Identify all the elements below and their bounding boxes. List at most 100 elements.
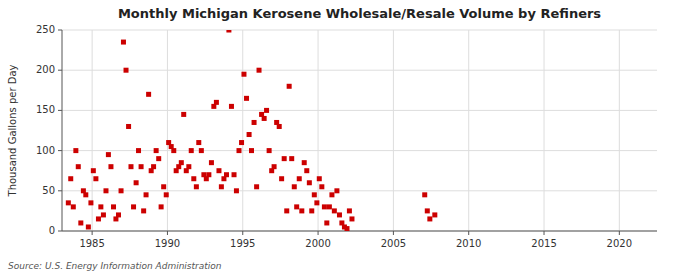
point xyxy=(239,140,244,145)
point xyxy=(264,108,269,113)
point xyxy=(209,160,214,165)
y-tick-label: 0 xyxy=(49,225,55,236)
point xyxy=(181,112,186,117)
point xyxy=(126,124,131,129)
point xyxy=(289,156,294,161)
y-tick xyxy=(58,190,62,191)
point xyxy=(134,180,139,185)
point xyxy=(302,160,307,165)
point xyxy=(324,220,329,225)
point xyxy=(307,180,312,185)
point xyxy=(432,212,437,217)
point xyxy=(214,100,219,105)
x-grid-line xyxy=(619,30,620,231)
point xyxy=(96,216,101,221)
x-tick-label: 1985 xyxy=(79,238,104,249)
y-axis-label: Thousand Gallons per Day xyxy=(7,64,18,197)
x-tick xyxy=(544,231,545,235)
point xyxy=(101,212,106,217)
x-grid-line xyxy=(544,30,545,231)
point xyxy=(189,148,194,153)
point xyxy=(277,124,282,129)
x-tick-label: 2005 xyxy=(381,238,406,249)
point xyxy=(136,148,141,153)
point xyxy=(196,140,201,145)
point xyxy=(73,148,78,153)
point xyxy=(98,204,103,209)
point xyxy=(267,148,272,153)
x-axis-line xyxy=(62,231,657,232)
point xyxy=(282,156,287,161)
x-grid-line xyxy=(393,30,394,231)
point xyxy=(287,84,292,89)
point xyxy=(349,216,354,221)
point xyxy=(344,226,349,231)
point xyxy=(131,204,136,209)
points xyxy=(66,30,437,231)
point xyxy=(247,132,252,137)
point xyxy=(179,160,184,165)
point xyxy=(191,176,196,181)
point xyxy=(232,172,237,177)
point xyxy=(299,208,304,213)
point xyxy=(257,68,262,73)
point xyxy=(236,148,241,153)
y-tick-label: 250 xyxy=(36,24,55,35)
point xyxy=(216,168,221,173)
y-grid-line xyxy=(62,231,657,232)
x-tick-label: 1990 xyxy=(155,238,180,249)
point xyxy=(272,164,277,169)
y-grid-line xyxy=(62,110,657,111)
ticks: 0501001502002501985199019952000200520102… xyxy=(36,24,632,249)
point xyxy=(337,212,342,217)
x-tick xyxy=(619,231,620,235)
point xyxy=(254,184,259,189)
point xyxy=(284,208,289,213)
point xyxy=(304,168,309,173)
x-grid-line xyxy=(468,30,469,231)
point xyxy=(249,148,254,153)
point xyxy=(327,204,332,209)
point xyxy=(93,176,98,181)
point xyxy=(319,184,324,189)
point xyxy=(156,156,161,161)
point xyxy=(186,164,191,169)
point xyxy=(425,208,430,213)
y-tick xyxy=(58,30,62,31)
point xyxy=(279,176,284,181)
x-tick xyxy=(242,231,243,235)
x-tick xyxy=(167,231,168,235)
point xyxy=(309,208,314,213)
grid xyxy=(62,30,657,231)
y-tick xyxy=(58,150,62,151)
point xyxy=(329,192,334,197)
point xyxy=(119,188,124,193)
y-tick xyxy=(58,110,62,111)
point xyxy=(106,152,111,157)
point xyxy=(116,212,121,217)
point xyxy=(206,172,211,177)
point xyxy=(68,176,73,181)
point xyxy=(347,208,352,213)
x-tick xyxy=(393,231,394,235)
point xyxy=(88,200,93,205)
y-tick xyxy=(58,231,62,232)
y-tick-label: 100 xyxy=(36,145,55,156)
point xyxy=(294,204,299,209)
x-tick xyxy=(318,231,319,235)
point xyxy=(108,164,113,169)
point xyxy=(199,148,204,153)
point xyxy=(312,192,317,197)
point xyxy=(171,148,176,153)
point xyxy=(322,204,327,209)
point xyxy=(146,92,151,97)
point xyxy=(194,184,199,189)
y-grid-line xyxy=(62,150,657,151)
point xyxy=(91,168,96,173)
point xyxy=(141,208,146,213)
point xyxy=(164,192,169,197)
point xyxy=(427,216,432,221)
point xyxy=(229,104,234,109)
x-tick-label: 2015 xyxy=(531,238,556,249)
point xyxy=(154,148,159,153)
